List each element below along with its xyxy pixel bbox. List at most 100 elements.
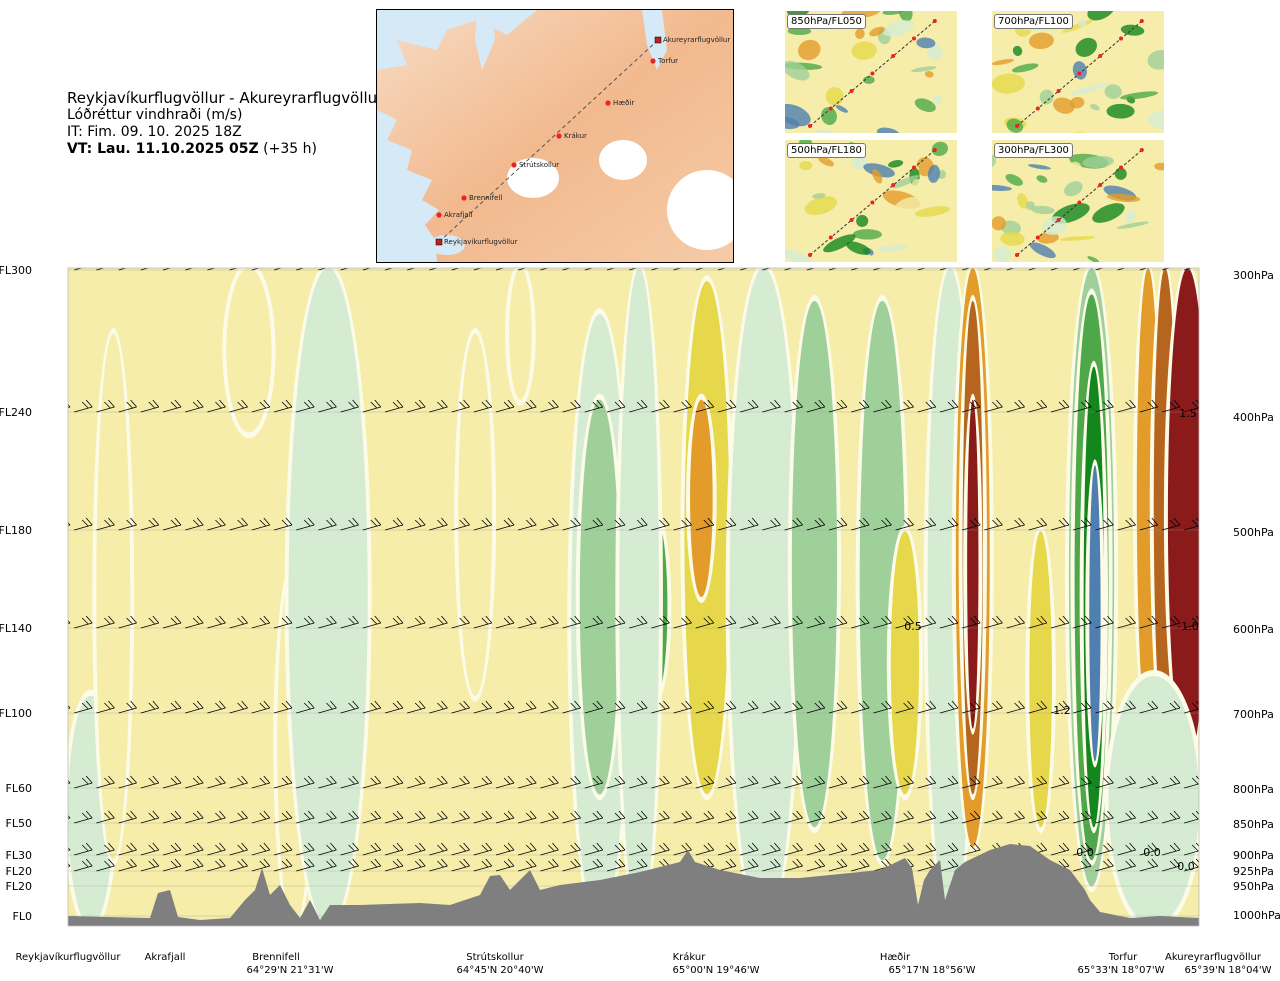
wind-barb xyxy=(806,268,816,271)
wind-barb xyxy=(895,517,914,531)
wind-barbs xyxy=(68,268,1199,872)
wind-barb xyxy=(762,517,781,531)
wind-barb xyxy=(962,399,981,413)
wind-barb xyxy=(429,268,439,271)
map-waypoints: Akureyrarflugvöllur Torfur Hæðir Krákur Strú… xyxy=(435,36,730,246)
wind-barb xyxy=(251,615,271,629)
wind-barb xyxy=(651,700,670,714)
wind-barb xyxy=(629,858,648,872)
fjord-eyjafjordur xyxy=(642,10,667,70)
wind-barb xyxy=(962,810,981,824)
wind-barb xyxy=(429,842,448,856)
wind-barb xyxy=(984,399,1003,413)
fl-tick-label-8: FL20 xyxy=(6,865,32,878)
contour-label-1: 0.5 xyxy=(904,620,922,633)
waypoint-name-5: Hæðir xyxy=(880,952,911,963)
route-line xyxy=(438,39,659,243)
route-map[interactable]: Akureyrarflugvöllur Torfur Hæðir Krákur Strú… xyxy=(376,9,734,263)
wind-barb xyxy=(1117,810,1136,824)
wind-barb xyxy=(273,268,283,271)
thumbnail-500hpa[interactable]: 500hPa/FL180 xyxy=(785,140,957,262)
valid-time-date: VT: Lau. 11.10.2025 05Z xyxy=(67,141,259,157)
wind-barb xyxy=(362,399,382,413)
initial-time: IT: Fim. 09. 10. 2025 18Z xyxy=(67,124,242,140)
wind-barb xyxy=(584,858,604,872)
thumbnail-700hpa[interactable]: 700hPa/FL100 xyxy=(992,11,1164,133)
wind-barb xyxy=(451,517,470,531)
wind-barb xyxy=(629,700,648,714)
wind-barb xyxy=(784,517,803,531)
wind-barb xyxy=(273,842,293,856)
thumbnail-300hpa[interactable]: 300hPa/FL300 xyxy=(992,140,1164,262)
wind-barb xyxy=(828,700,848,714)
wind-barb xyxy=(162,842,182,856)
wind-barb xyxy=(717,517,737,531)
wind-barb xyxy=(296,517,315,531)
waypoint-name-1: Akrafjall xyxy=(145,952,186,963)
wind-barb xyxy=(895,268,905,271)
wind-barb xyxy=(1050,268,1060,271)
wind-barb xyxy=(429,858,448,872)
wind-barb xyxy=(695,842,715,856)
wind-barb xyxy=(118,615,137,629)
wind-barb xyxy=(1184,810,1199,824)
wind-barb xyxy=(96,842,115,856)
wind-barb xyxy=(1161,775,1181,789)
wind-barb xyxy=(851,858,870,872)
fl-tick-label-4: FL100 xyxy=(0,707,32,720)
wind-barb xyxy=(318,268,328,271)
wind-barb xyxy=(384,399,404,413)
wind-barb xyxy=(939,775,959,789)
wind-barb xyxy=(429,700,448,714)
wind-barb xyxy=(1184,399,1199,413)
wind-barb xyxy=(118,517,137,531)
wind-barb xyxy=(407,858,426,872)
wind-barb xyxy=(606,517,626,531)
wind-barb xyxy=(495,268,505,271)
wind-barb xyxy=(140,810,160,824)
wind-barb xyxy=(939,615,959,629)
wind-barb xyxy=(762,615,781,629)
wind-barb xyxy=(873,842,892,856)
field-region-20 xyxy=(967,399,979,729)
waypoint-coord-6: 65°33'N 18°07'W xyxy=(1078,965,1165,976)
wind-barb xyxy=(340,268,350,271)
flight-level-axis: FL300 FL240 FL180 FL140 FL100 FL60 FL50 FL30 FL2… xyxy=(0,264,32,923)
wind-barb xyxy=(185,775,204,789)
plot-frame xyxy=(67,267,1200,927)
wind-barb xyxy=(96,517,115,531)
glacier-langjokull xyxy=(507,158,559,198)
wind-barb xyxy=(74,615,93,629)
wind-barb xyxy=(96,810,115,824)
wind-barb xyxy=(629,268,638,271)
waypoint-name-2: Brennifell xyxy=(252,952,300,963)
wind-barb xyxy=(229,858,248,872)
wind-barb xyxy=(695,615,715,629)
wind-barb xyxy=(473,700,493,714)
hpa-tick-label-5: 800hPa xyxy=(1233,783,1274,796)
wind-barb xyxy=(651,842,670,856)
wind-barb xyxy=(917,268,927,271)
wind-barb xyxy=(68,705,71,709)
wind-barb xyxy=(362,842,382,856)
wind-barb xyxy=(939,268,949,271)
wind-barb xyxy=(1161,810,1181,824)
wind-barb xyxy=(1095,268,1105,271)
wind-barb xyxy=(1139,858,1159,872)
wind-barb xyxy=(273,775,293,789)
wind-barb xyxy=(495,399,515,413)
wind-barb xyxy=(384,615,404,629)
hpa-tick-label-2: 500hPa xyxy=(1233,526,1274,539)
wind-barb xyxy=(784,858,803,872)
wind-barb xyxy=(740,700,759,714)
wind-barb xyxy=(939,810,959,824)
wind-barb xyxy=(740,268,749,271)
wind-barb xyxy=(562,775,581,789)
wind-barb xyxy=(584,775,604,789)
wind-barb xyxy=(1073,810,1092,824)
thumbnail-850hpa[interactable]: 850hPa/FL050 xyxy=(785,11,957,133)
wind-barb xyxy=(140,517,160,531)
glacier-vatnajokull xyxy=(667,170,733,250)
wind-barb xyxy=(851,842,870,856)
wind-barb xyxy=(740,775,759,789)
